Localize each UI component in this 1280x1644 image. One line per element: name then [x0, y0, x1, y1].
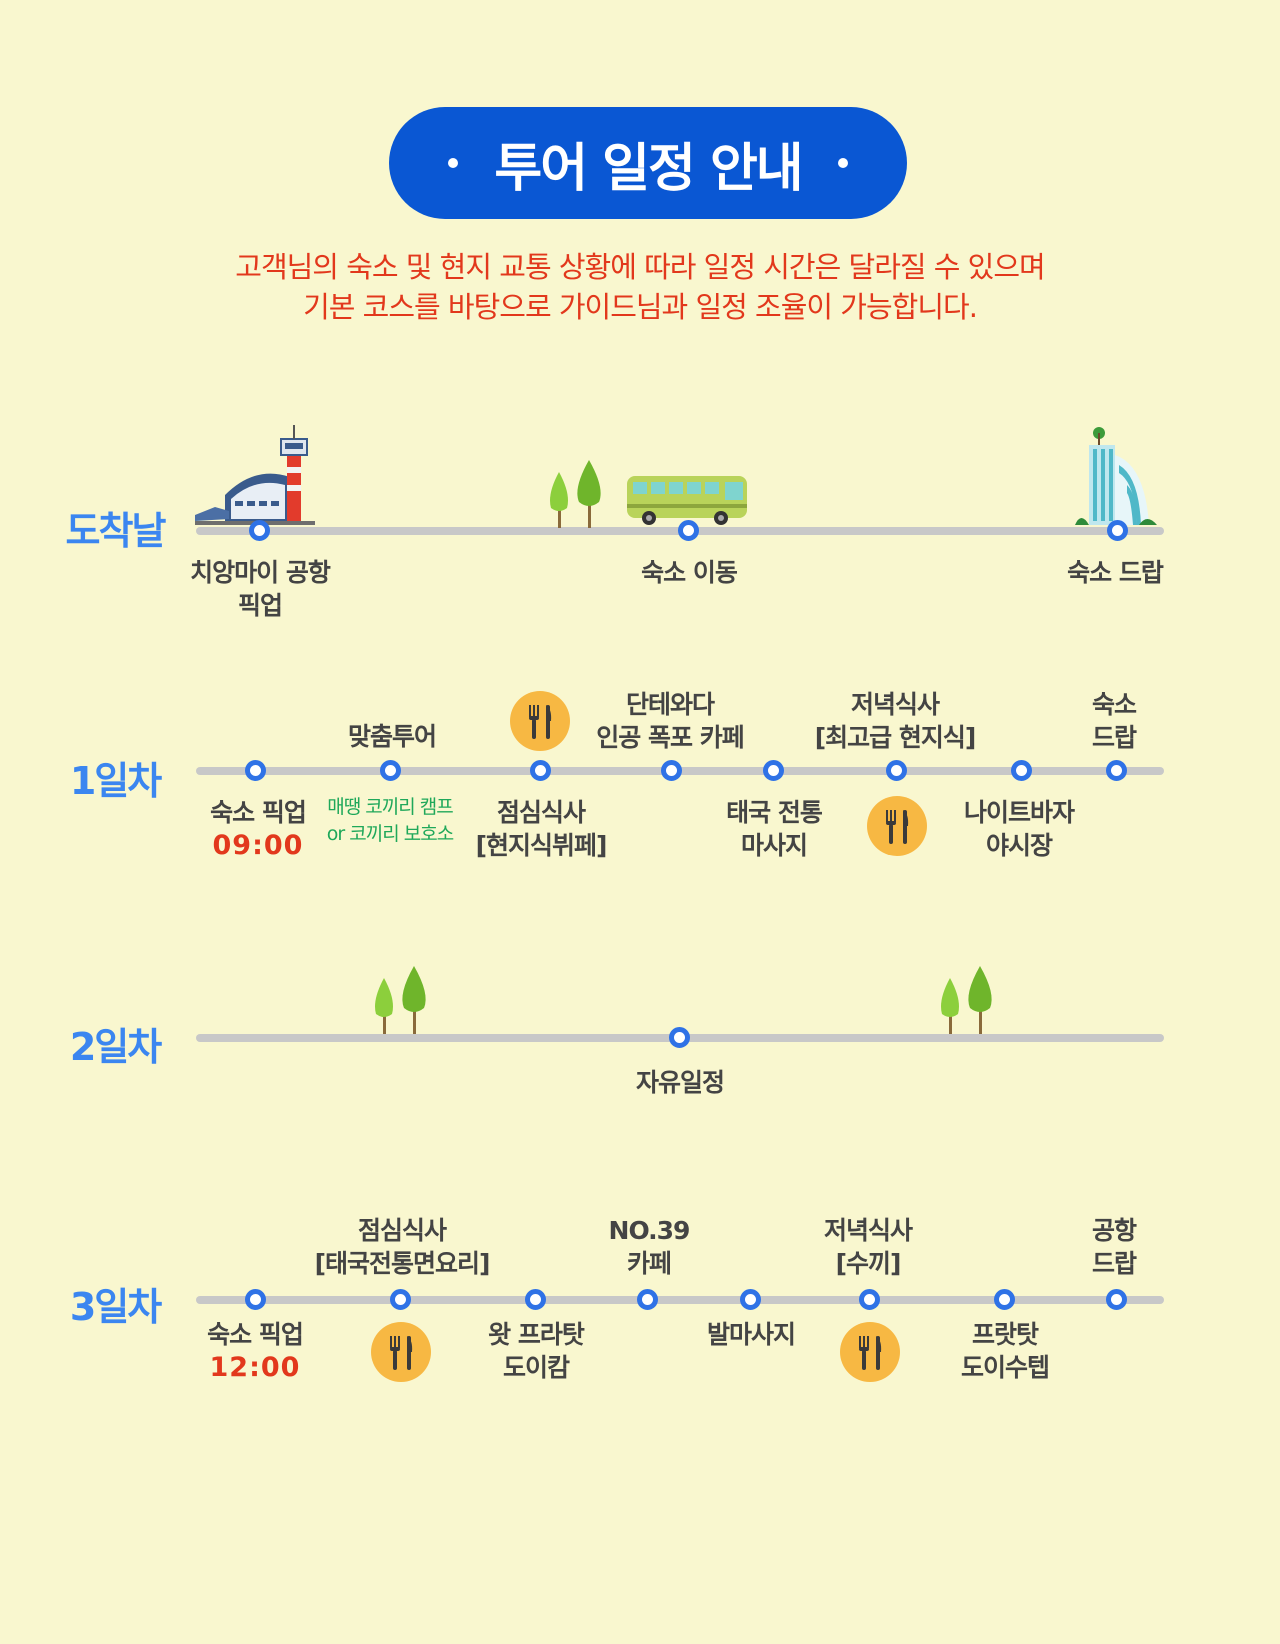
fork-knife-icon — [867, 796, 927, 856]
timeline-node — [763, 760, 784, 781]
stop-label-line: 드랍 — [1091, 1249, 1137, 1278]
stop-label-line: 야시장 — [985, 831, 1053, 860]
pickup-time: 12:00 — [209, 1352, 301, 1383]
day-label-day3: 3일차 — [69, 1285, 162, 1329]
stop-label-line: 나이트바자 — [963, 798, 1075, 827]
stop-label-line: [최고급 현지식] — [814, 723, 977, 752]
bus-icon — [627, 476, 747, 525]
day-label-day1: 1일차 — [69, 759, 162, 803]
timeline-node — [245, 760, 266, 781]
stop-hotel-dropoff: 숙소 드랍 — [994, 688, 1234, 754]
stop-label-line: [현지식뷔페] — [475, 831, 608, 860]
stop-label-line: 태국 전통 — [726, 798, 823, 827]
fork-knife-icon — [840, 1322, 900, 1382]
timeline-node — [525, 1289, 546, 1310]
stop-label-line: 공항 — [1091, 1216, 1137, 1245]
stop-prathat-doisuthep: 프랏탓 도이수텝 — [885, 1318, 1125, 1384]
note-line: or 코끼리 보호소 — [326, 823, 454, 845]
stop-label-line: 치앙마이 공항 — [190, 558, 331, 587]
stop-dinner: 저녁식사 [최고급 현지식] — [775, 688, 1015, 754]
stop-label-line: 점심식사 — [496, 798, 586, 827]
tree-icon — [941, 966, 992, 1034]
stop-label-line: 마사지 — [740, 831, 808, 860]
day-label-arrival: 도착날 — [65, 509, 167, 553]
stop-label-line: 카페 — [626, 1249, 672, 1278]
stop-label-line: 점심식사 — [357, 1216, 447, 1245]
page-title: 투어 일정 안내 — [494, 138, 803, 199]
timeline-node — [245, 1289, 266, 1310]
stop-dinner: 저녁식사 [수끼] — [748, 1214, 988, 1280]
stop-label-line: 단테와다 — [625, 690, 715, 719]
stop-label-line: 저녁식사 — [850, 690, 940, 719]
day-label-day2: 2일차 — [69, 1025, 162, 1069]
timeline-node — [994, 1289, 1015, 1310]
stop-hotel-pickup: 숙소 픽업 — [210, 798, 307, 827]
stop-dantewada-cafe: 단테와다 인공 폭포 카페 — [550, 688, 790, 754]
timeline-node — [390, 1289, 411, 1310]
stop-label-line: 프랏탓 — [971, 1320, 1039, 1349]
timeline-node — [637, 1289, 658, 1310]
timeline-node — [740, 1289, 761, 1310]
stop-label-line: 왓 프라탓 — [488, 1320, 585, 1349]
stop-lunch: 점심식사 [태국전통면요리] — [282, 1214, 522, 1280]
stop-free-schedule: 자유일정 — [635, 1068, 725, 1097]
timeline-node — [1106, 760, 1127, 781]
airport-tower-icon — [195, 425, 315, 525]
stop-foot-massage: 발마사지 — [706, 1320, 796, 1349]
timeline-node — [1107, 520, 1128, 541]
stop-label-line: 드랍 — [1091, 723, 1137, 752]
title-banner: 투어 일정 안내 — [389, 107, 907, 219]
stop-hotel-pickup: 숙소 픽업 — [207, 1320, 304, 1349]
stop-thai-massage: 태국 전통 마사지 — [654, 796, 894, 862]
stop-label-line: 저녁식사 — [823, 1216, 913, 1245]
timeline-node — [380, 760, 401, 781]
timeline-node — [678, 520, 699, 541]
bullet-dot — [448, 158, 459, 168]
timeline-track — [196, 1296, 1164, 1304]
stop-airport-dropoff: 공항 드랍 — [994, 1214, 1234, 1280]
pickup-time: 09:00 — [212, 830, 304, 861]
hotel-building-icon — [1075, 427, 1157, 525]
timeline-node — [859, 1289, 880, 1310]
bullet-dot — [837, 158, 848, 168]
timeline-node — [1011, 760, 1032, 781]
timeline-node — [249, 520, 270, 541]
stop-custom-tour: 맞춤투어 — [347, 722, 437, 751]
stop-airport-pickup: 치앙마이 공항 픽업 — [140, 556, 380, 622]
stop-label-line: [태국전통면요리] — [314, 1249, 491, 1278]
fork-knife-icon — [371, 1322, 431, 1382]
stop-night-bazaar: 나이트바자 야시장 — [899, 796, 1139, 862]
tree-icon — [375, 966, 426, 1034]
timeline-node — [1106, 1289, 1127, 1310]
stop-label-line: 숙소 — [1091, 690, 1137, 719]
stop-label-line: 인공 폭포 카페 — [596, 723, 744, 752]
stop-label-line: 도이캄 — [502, 1353, 570, 1382]
stop-lunch: 점심식사 [현지식뷔페] — [421, 796, 661, 862]
stop-label-line: NO.39 — [608, 1216, 691, 1245]
timeline-node — [530, 760, 551, 781]
note-line: 매땡 코끼리 캠프 — [327, 796, 453, 818]
stop-hotel-transfer: 숙소 이동 — [641, 558, 738, 587]
timeline-node — [669, 1027, 690, 1048]
timeline-node — [661, 760, 682, 781]
custom-tour-note: 매땡 코끼리 캠프 or 코끼리 보호소 — [290, 794, 490, 848]
fork-knife-icon — [510, 691, 570, 751]
stop-hotel-dropoff: 숙소 드랍 — [1067, 558, 1164, 587]
stop-no39-cafe: NO.39 카페 — [529, 1214, 769, 1280]
notice-line-1: 고객님의 숙소 및 현지 교통 상황에 따라 일정 시간은 달라질 수 있으며 — [235, 250, 1045, 284]
stop-label-line: 픽업 — [237, 591, 283, 620]
stop-label-line: 도이수텝 — [960, 1353, 1050, 1382]
notice-line-2: 기본 코스를 바탕으로 가이드님과 일정 조율이 가능합니다. — [303, 290, 978, 324]
stop-wat-prathat-doikham: 왓 프라탓 도이캄 — [416, 1318, 656, 1384]
tree-icon — [550, 460, 601, 528]
stop-label-line: [수끼] — [835, 1249, 902, 1278]
timeline-node — [886, 760, 907, 781]
